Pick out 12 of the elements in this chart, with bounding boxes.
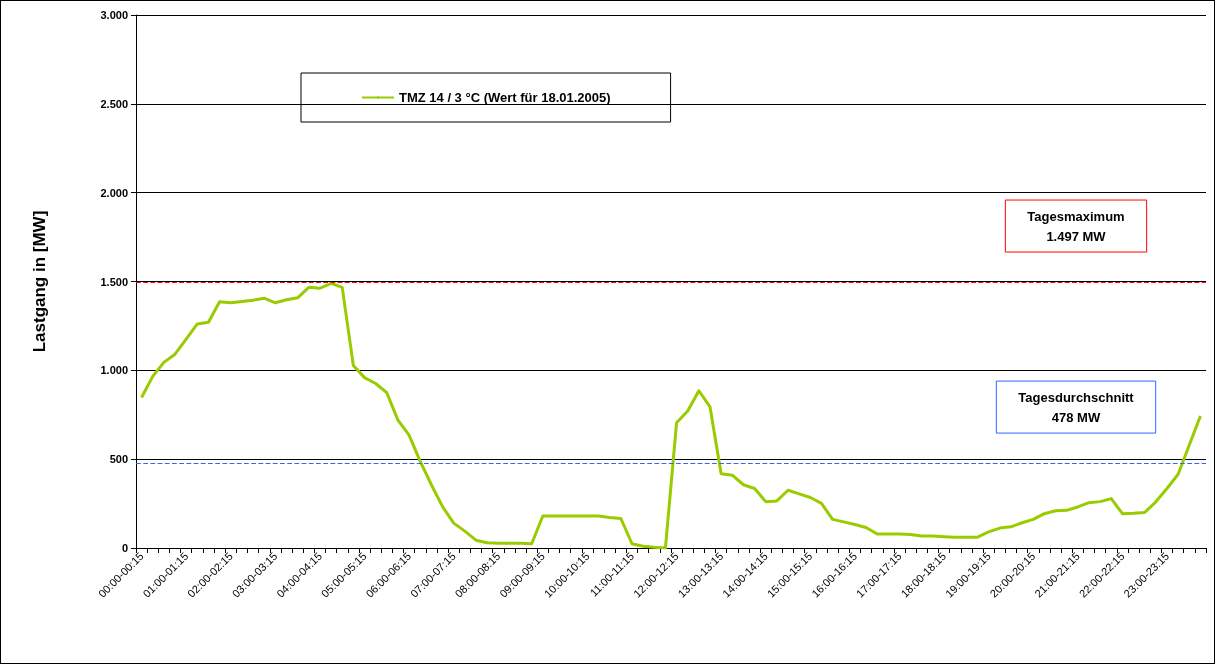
y-tick-label: 1.000 [100,364,128,377]
y-tick-label: 3.000 [100,9,128,21]
y-axis-title: Lastgang in [MW] [30,210,49,353]
legend-label: TMZ 14 / 3 °C (Wert für 18.01.2005) [399,90,611,105]
y-tick-label: 0 [121,542,128,554]
y-tick-label: 1.500 [100,275,128,288]
y-tick-label: 500 [109,453,128,466]
line-series [140,281,1202,550]
ref-line-label: Tagesdurchschnitt 478 MW [1018,389,1135,425]
ref-line-label: Tagesmaximum 1.497 MW [1027,208,1125,244]
y-tick-label: 2.000 [100,186,128,199]
y-tick-label: 2.500 [100,97,128,110]
